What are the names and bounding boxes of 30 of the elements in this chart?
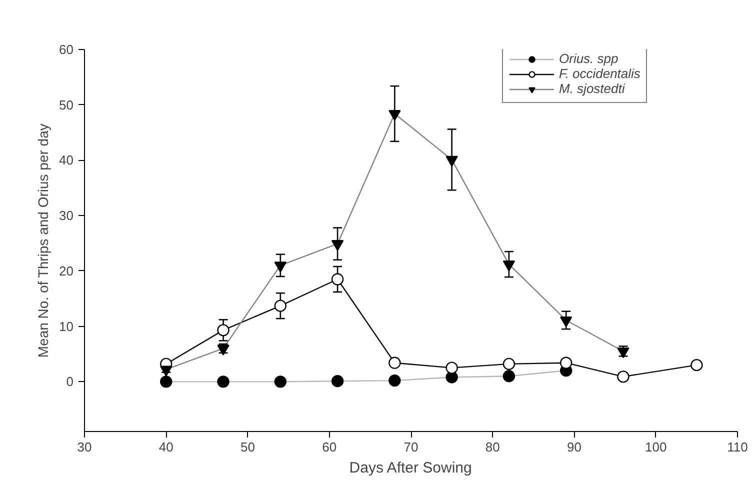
x-tick-label: 100 — [645, 440, 667, 454]
x-axis-title: Days After Sowing — [349, 460, 472, 476]
x-tick-label: 110 — [727, 440, 748, 454]
x-tick-label: 50 — [240, 440, 255, 454]
y-tick-label: 0 — [66, 374, 74, 390]
x-tick-label: 60 — [322, 440, 337, 454]
point — [217, 324, 230, 336]
x-tick-label: 90 — [567, 440, 582, 454]
legend-label: F. occidentalis — [559, 66, 640, 81]
point — [502, 358, 516, 370]
x-tick-label: 40 — [158, 440, 174, 454]
point — [274, 300, 286, 312]
y-axis-title: Mean No. of Thrips and Orius per day — [35, 124, 52, 358]
legend-label: Orius. spp — [559, 51, 618, 66]
y-tick-label: 30 — [59, 208, 74, 224]
x-tick-label: 30 — [77, 440, 92, 454]
y-tick-label: 40 — [59, 152, 74, 168]
point — [617, 370, 630, 383]
y-tick-label: 20 — [59, 263, 74, 278]
y-tick-label: 50 — [59, 97, 74, 112]
legend-label: M. sjostedti — [559, 81, 625, 96]
point — [690, 358, 703, 372]
point — [446, 362, 458, 374]
x-tick-label: 70 — [404, 440, 418, 454]
y-tick-label: 60 — [59, 42, 74, 57]
point — [331, 273, 344, 286]
x-tick-label: 80 — [485, 440, 500, 454]
point — [388, 356, 401, 369]
y-tick-label: 10 — [59, 318, 74, 334]
point — [560, 356, 572, 369]
